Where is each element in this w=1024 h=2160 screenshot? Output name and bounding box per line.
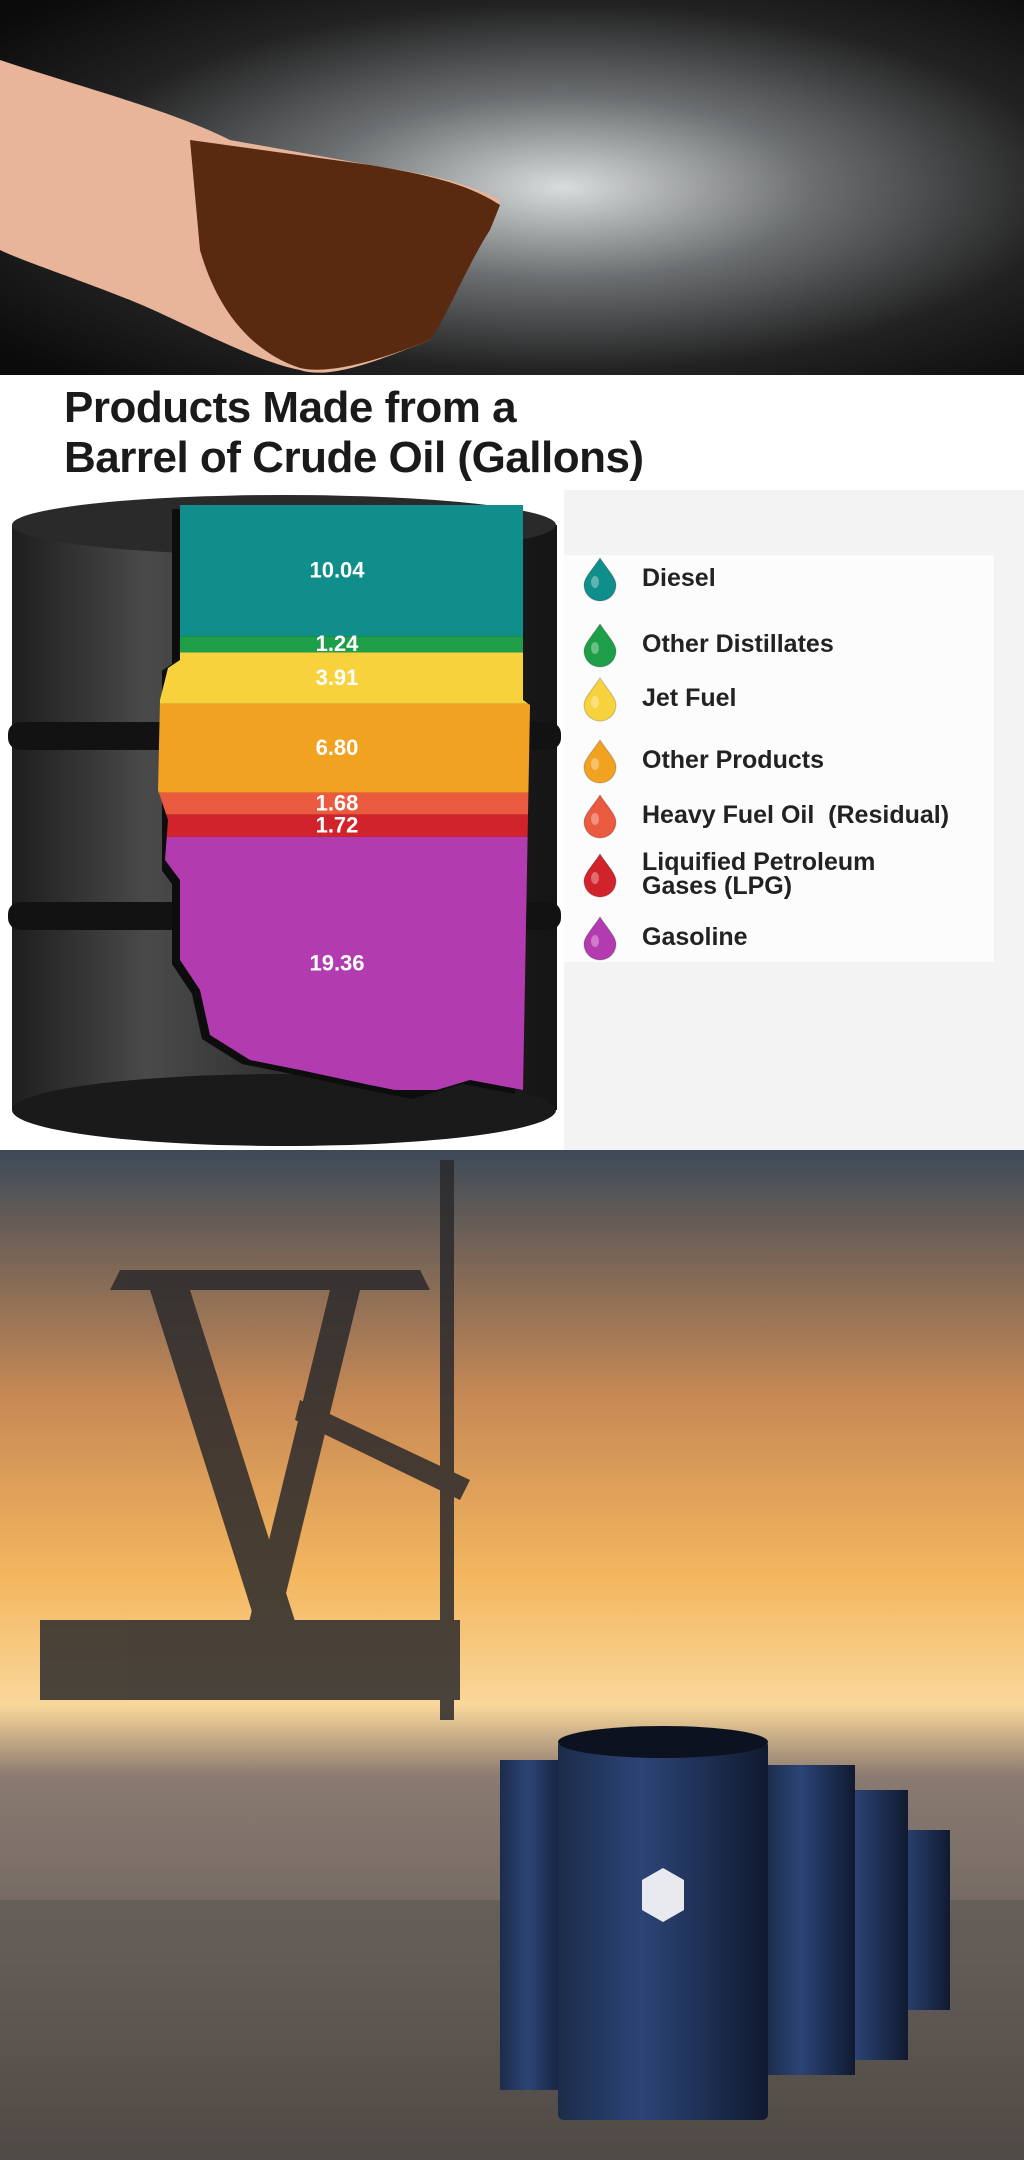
chart-title: Barrel of Crude Oil (Gallons) xyxy=(64,433,644,482)
segment xyxy=(158,792,530,815)
droplet xyxy=(583,677,617,722)
legend-label: Other Products xyxy=(642,746,824,774)
droplet xyxy=(583,853,617,898)
title-band xyxy=(0,375,1024,490)
segment xyxy=(158,652,530,704)
legend-icons xyxy=(583,557,617,961)
segment xyxy=(158,505,530,637)
drums xyxy=(500,1726,950,2120)
value-label: 1.72 xyxy=(316,812,359,837)
segment xyxy=(158,636,530,653)
legend-icon xyxy=(583,557,617,602)
droplet-shine xyxy=(591,696,599,708)
legend-label: Other Distillates xyxy=(642,630,834,658)
value-label: 1.68 xyxy=(316,790,359,815)
value-label: 3.91 xyxy=(316,665,359,690)
barrel-contents xyxy=(158,505,530,1090)
legend-icon xyxy=(583,739,617,784)
value-labels: 10.04 1.24 3.91 6.80 1.681.72 19.36 xyxy=(309,557,365,975)
legend-icon xyxy=(583,623,617,668)
droplet-shine xyxy=(591,935,599,947)
droplet xyxy=(583,916,617,961)
droplet xyxy=(583,794,617,839)
legend-icon xyxy=(583,853,617,898)
legend-label: Gasoline xyxy=(642,923,748,951)
legend-icon xyxy=(583,794,617,839)
segment xyxy=(158,814,530,837)
droplet xyxy=(583,623,617,668)
legend-panel xyxy=(564,555,994,962)
legend-label: Heavy Fuel Oil (Residual) xyxy=(642,801,950,829)
legend-label: Jet Fuel xyxy=(642,684,737,712)
droplet-shine xyxy=(591,642,599,654)
legend-icon xyxy=(583,916,617,961)
value-label: 6.80 xyxy=(316,735,359,760)
droplet-shine xyxy=(591,813,599,825)
value-label: 1.24 xyxy=(316,631,360,656)
legend-label: Diesel xyxy=(642,564,716,592)
value-label: 19.36 xyxy=(309,950,364,975)
droplet xyxy=(583,557,617,602)
droplet-shine xyxy=(591,758,599,770)
chart-title: Products Made from a xyxy=(64,383,517,432)
legend-label: Liquified Petroleum Gases (LPG) xyxy=(642,848,876,900)
legend-icon xyxy=(583,677,617,722)
oil-on-hand xyxy=(190,140,500,370)
droplet-shine xyxy=(591,576,599,588)
droplet xyxy=(583,739,617,784)
value-label: 10.04 xyxy=(309,557,365,582)
droplet-shine xyxy=(591,872,599,884)
pump-jacks xyxy=(40,1160,470,1720)
segment xyxy=(158,703,530,793)
